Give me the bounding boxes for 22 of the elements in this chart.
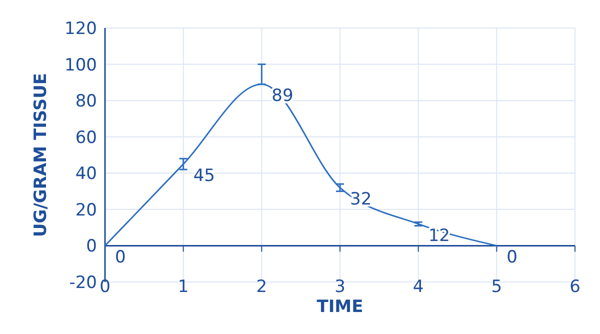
x-tick-label: 3 — [334, 277, 346, 297]
y-tick-label: 40 — [75, 164, 97, 184]
line-series — [104, 83, 498, 246]
data-label: 12 — [428, 226, 450, 246]
x-tick-label: 5 — [491, 277, 502, 297]
x-tick-label: 0 — [100, 277, 110, 297]
y-tick-label: 80 — [75, 92, 97, 112]
y-tick-label: 100 — [64, 55, 97, 76]
y-axis-title: UG/GRAM TISSUE — [31, 72, 51, 238]
y-tick-label: 60 — [75, 128, 97, 148]
data-label: 0 — [115, 248, 126, 268]
y-tick-label: 20 — [75, 200, 97, 220]
y-tick-label: -20 — [69, 273, 97, 293]
x-axis-title: TIME — [316, 297, 364, 317]
x-tick-label: 1 — [178, 277, 189, 297]
x-tick-label: 4 — [412, 277, 424, 297]
y-tick-label: 120 — [64, 19, 97, 39]
data-label: 45 — [193, 166, 215, 186]
x-tick-label: 2 — [256, 277, 268, 297]
x-tick-label: 6 — [570, 277, 580, 297]
data-label: 0 — [506, 248, 518, 268]
y-tick-label: 0 — [86, 236, 97, 257]
